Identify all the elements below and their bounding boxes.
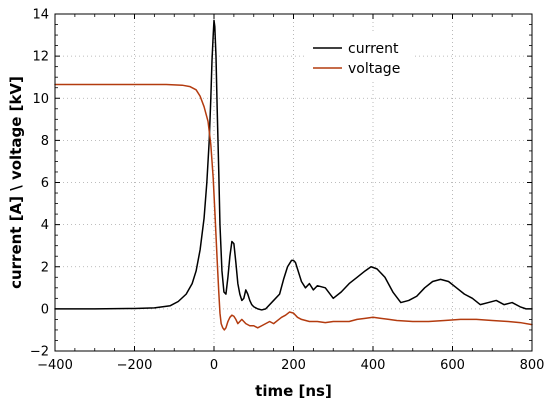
y-tick-label: 12 [32,50,49,65]
y-tick-label: 8 [41,134,49,149]
series-line-current [54,19,533,311]
y-tick-label: −2 [30,345,49,360]
y-tick-label: 4 [41,218,49,233]
x-tick-label: 200 [281,358,306,373]
y-tick-label: 2 [41,260,49,275]
y-tick-label: 10 [32,92,49,107]
tick-labels: −400 −200 0 200 400 600 800 −2 0 2 4 6 8 10 12 14 [30,8,545,374]
legend: current voltage [306,33,414,81]
y-tick-label: 14 [32,8,49,23]
legend-label-voltage: voltage [348,61,400,77]
y-axis-title: current [A] \ voltage [kV] [7,76,25,289]
x-tick-label: 0 [210,358,218,373]
y-tick-label: 6 [41,176,49,191]
series-layer [54,19,533,331]
x-tick-label: −200 [117,358,153,373]
y-tick-label: 0 [41,302,49,317]
x-tick-label: 800 [520,358,545,373]
x-tick-label: 400 [361,358,386,373]
x-tick-label: −400 [37,358,73,373]
legend-box [306,33,414,81]
legend-label-current: current [348,41,399,57]
series-line-voltage [54,83,533,331]
x-axis-title: time [ns] [255,382,332,400]
tick-marks [54,13,533,352]
x-tick-label: 600 [440,358,465,373]
